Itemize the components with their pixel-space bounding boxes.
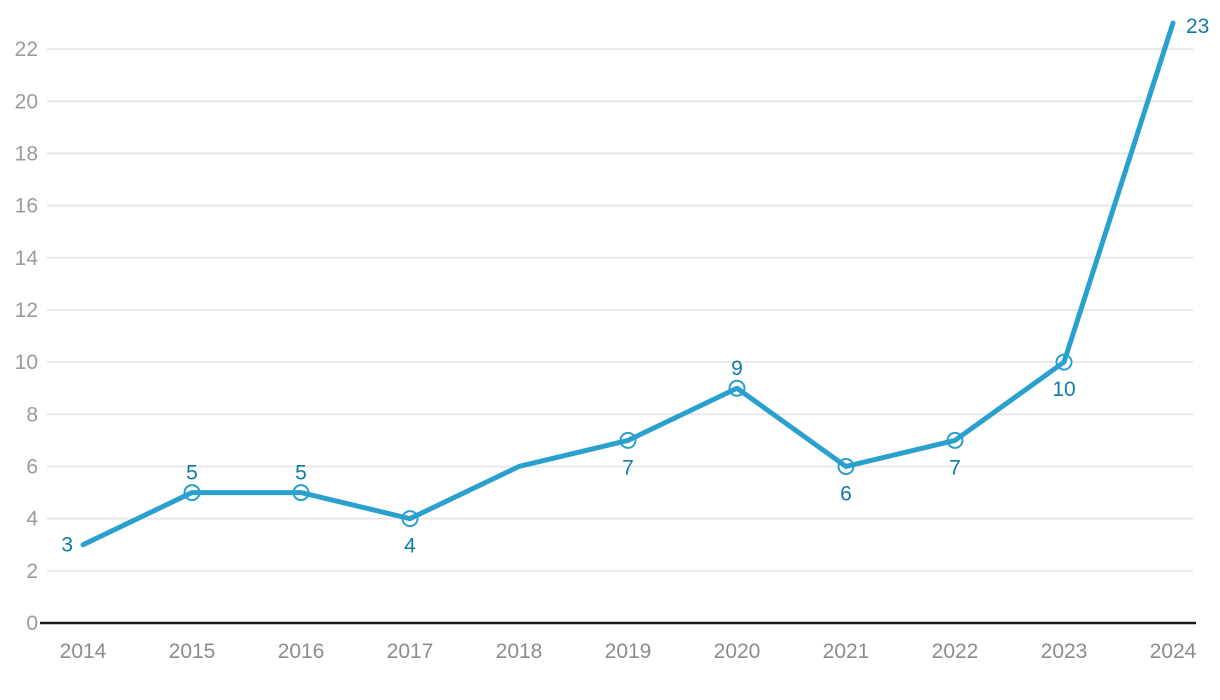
data-point-label: 7 — [622, 456, 634, 479]
x-tick-label: 2023 — [1041, 640, 1088, 663]
x-tick-label: 2024 — [1150, 640, 1197, 663]
y-tick-label: 10 — [15, 351, 38, 374]
x-tick-label: 2014 — [60, 640, 107, 663]
x-tick-label: 2016 — [278, 640, 325, 663]
x-tick-label: 2018 — [496, 640, 543, 663]
x-axis-labels: 2014 2015 2016 2017 2018 2019 2020 2021 2022 2023… — [60, 640, 1197, 663]
data-point-label: 23 — [1186, 15, 1209, 38]
y-tick-label: 18 — [15, 142, 38, 165]
data-labels: 3 5 5 4 7 9 6 7 10 23 — [61, 15, 1209, 558]
y-tick-label: 14 — [15, 247, 39, 270]
data-point-label: 4 — [404, 535, 416, 558]
y-tick-label: 16 — [15, 195, 38, 218]
x-tick-label: 2020 — [714, 640, 761, 663]
data-point-label: 6 — [840, 482, 852, 505]
y-tick-label: 12 — [15, 299, 38, 322]
y-axis-labels: 0 2 4 6 8 10 12 14 16 18 20 22 — [15, 38, 39, 635]
x-tick-label: 2017 — [387, 640, 434, 663]
y-tick-label: 0 — [26, 612, 38, 635]
data-point-label: 7 — [949, 456, 961, 479]
data-point-label: 3 — [61, 534, 73, 557]
data-point-label: 5 — [295, 462, 307, 485]
y-tick-label: 2 — [26, 560, 38, 583]
x-tick-label: 2019 — [605, 640, 652, 663]
y-tick-label: 22 — [15, 38, 38, 61]
data-point-label: 9 — [731, 357, 743, 380]
y-tick-label: 4 — [26, 508, 38, 531]
data-point-label: 5 — [186, 462, 198, 485]
y-tick-label: 8 — [26, 403, 38, 426]
x-tick-label: 2022 — [932, 640, 979, 663]
series-line — [80, 20, 1176, 548]
y-tick-label: 6 — [26, 455, 38, 478]
gridlines — [47, 48, 1193, 572]
data-point-label: 10 — [1052, 378, 1075, 401]
y-tick-label: 20 — [15, 90, 38, 113]
x-tick-label: 2021 — [823, 640, 870, 663]
x-tick-label: 2015 — [169, 640, 216, 663]
